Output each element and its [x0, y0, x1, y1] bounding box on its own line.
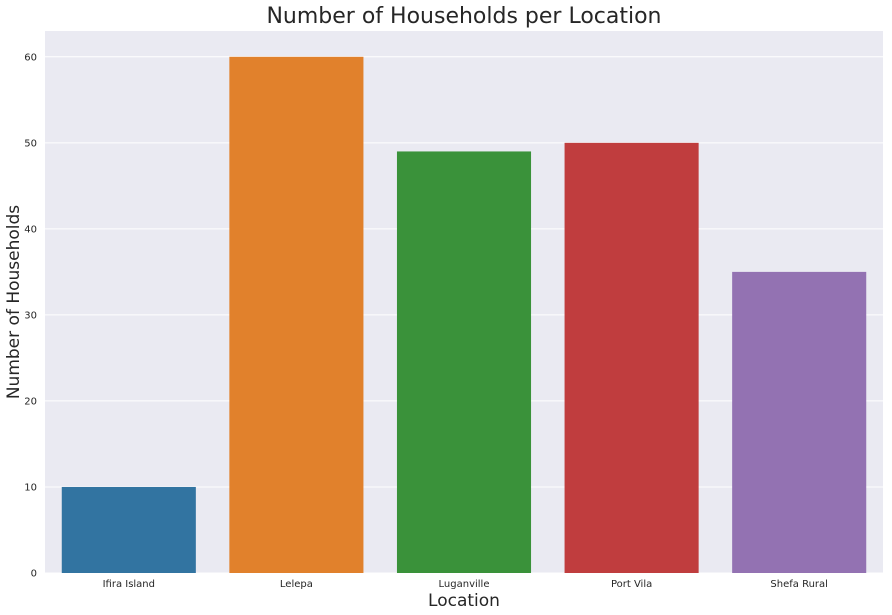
x-tick-label: Port Vila [611, 579, 652, 590]
x-axis-ticks: Ifira Island Lelepa Luganville Port Vila She… [103, 579, 828, 590]
bar-lelepa [229, 56, 364, 574]
x-tick-label: Ifira Island [103, 579, 155, 590]
y-tick-label: 50 [24, 138, 37, 149]
x-tick-label: Luganville [439, 579, 490, 590]
y-tick-label: 10 [24, 482, 37, 493]
bar-shefa-rural [732, 271, 867, 573]
bar-port-vila [564, 142, 699, 574]
y-tick-label: 60 [24, 52, 37, 63]
x-axis-label: Location [428, 591, 500, 611]
chart-title: Number of Households per Location [266, 4, 661, 29]
y-axis-ticks: 0 10 20 30 40 50 60 [24, 52, 37, 579]
bar-ifira-island [61, 486, 196, 573]
x-tick-label: Lelepa [280, 579, 313, 590]
x-tick-label: Shefa Rural [770, 579, 828, 590]
y-tick-label: 20 [24, 396, 37, 407]
y-tick-label: 40 [24, 224, 37, 235]
y-tick-label: 30 [24, 310, 37, 321]
y-tick-label: 0 [31, 569, 37, 580]
bar-luganville [396, 151, 532, 573]
y-axis-label: Number of Households [4, 205, 24, 399]
bars [61, 56, 867, 574]
